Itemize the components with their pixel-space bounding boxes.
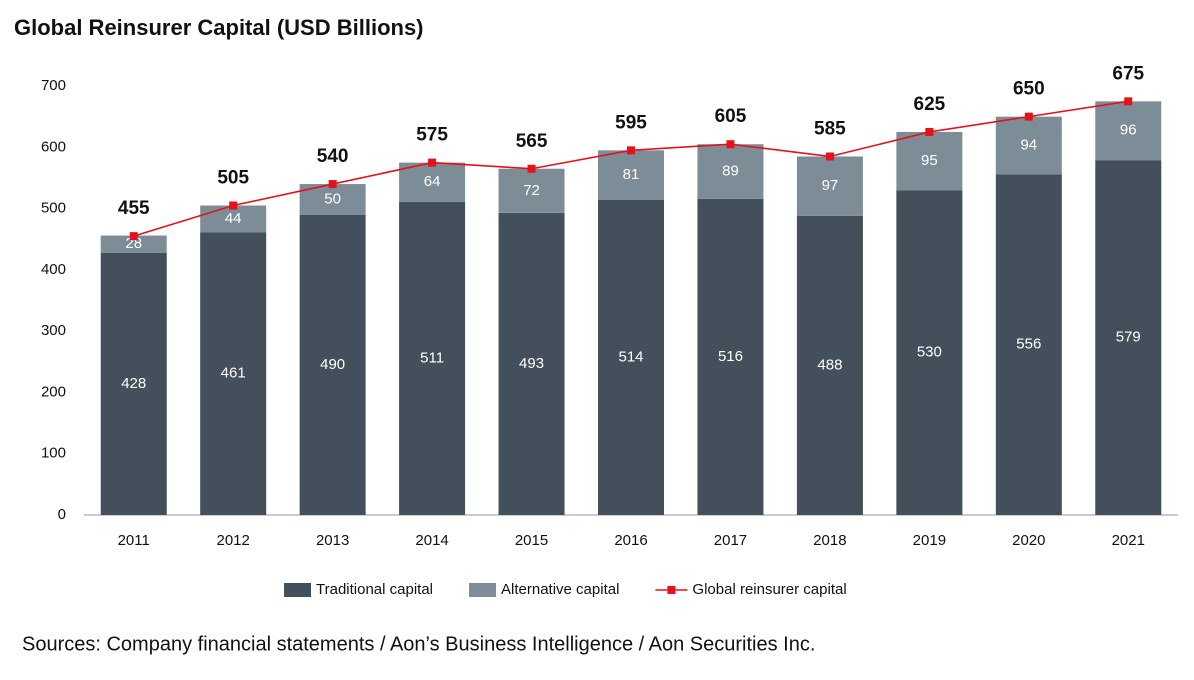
data-label: 95 (921, 152, 938, 169)
y-tick-label: 200 (41, 383, 66, 400)
bar-segment (100, 235, 167, 253)
bar-segment (796, 215, 863, 515)
y-tick-label: 500 (41, 200, 66, 217)
data-label: 64 (424, 173, 441, 190)
bar-segment (697, 144, 764, 199)
data-label: 97 (822, 177, 839, 194)
bar-segment (498, 212, 565, 515)
x-tick-label: 2013 (316, 532, 349, 549)
total-label: 605 (715, 106, 747, 127)
data-label: 556 (1016, 336, 1041, 353)
data-label: 490 (320, 356, 345, 373)
legend-marker (667, 586, 676, 594)
x-tick-label: 2011 (118, 532, 150, 549)
data-label: 511 (420, 349, 444, 366)
line-marker (726, 140, 735, 149)
source-note: Sources: Company financial statements / … (22, 633, 815, 655)
bar-segment (896, 131, 963, 191)
data-label: 579 (1116, 329, 1141, 346)
chart-title: Global Reinsurer Capital (USD Billions) (14, 15, 424, 40)
bar-segment (796, 156, 863, 216)
data-label: 493 (519, 355, 544, 372)
x-tick-label: 2020 (1012, 532, 1045, 549)
y-tick-label: 600 (41, 138, 66, 155)
x-tick-label: 2018 (813, 532, 846, 549)
data-label: 488 (817, 356, 842, 373)
y-tick-label: 100 (41, 445, 66, 462)
y-tick-label: 400 (41, 261, 66, 278)
line-marker (1124, 97, 1133, 106)
bar-segment (1095, 160, 1162, 516)
total-label: 505 (217, 168, 249, 189)
data-label: 94 (1020, 136, 1037, 153)
bar-segment (896, 190, 963, 515)
total-label: 675 (1112, 63, 1144, 84)
data-label: 44 (225, 210, 242, 227)
data-label: 516 (718, 348, 743, 365)
legend-swatch (284, 583, 311, 597)
total-label: 625 (914, 94, 946, 115)
bar-segment (995, 174, 1062, 515)
bar-segment (995, 116, 1062, 175)
x-tick-label: 2014 (415, 532, 448, 549)
data-label: 81 (623, 166, 640, 183)
x-tick-label: 2015 (515, 532, 548, 549)
line-marker (627, 146, 635, 155)
total-label: 455 (118, 198, 150, 219)
line-marker (825, 152, 834, 161)
legend-label: Alternative capital (501, 581, 619, 598)
data-label: 50 (324, 190, 341, 207)
data-label: 89 (722, 162, 739, 179)
data-label: 461 (221, 365, 246, 382)
data-label: 530 (917, 344, 942, 361)
line-marker (328, 180, 337, 189)
total-label: 595 (615, 112, 647, 133)
line-marker (925, 127, 934, 136)
x-tick-label: 2012 (216, 532, 249, 549)
data-label: 96 (1120, 122, 1137, 139)
total-label: 565 (516, 131, 548, 152)
x-tick-label: 2019 (913, 532, 946, 549)
line-marker (129, 232, 138, 241)
y-tick-label: 0 (58, 506, 66, 523)
total-label: 650 (1013, 79, 1045, 100)
bar-segment (697, 198, 764, 515)
data-label: 28 (125, 235, 142, 252)
bar-segment (1095, 101, 1162, 161)
x-tick-label: 2016 (614, 532, 647, 549)
line-marker (229, 201, 238, 210)
legend-label: Global reinsurer capital (692, 581, 846, 598)
x-tick-label: 2021 (1112, 532, 1145, 549)
y-tick-label: 300 (41, 322, 66, 339)
bar-segment (598, 150, 664, 200)
data-label: 428 (121, 375, 146, 392)
x-tick-label: 2017 (714, 532, 747, 549)
data-label: 514 (618, 348, 643, 365)
bar-segment (200, 205, 267, 233)
bar-segment (299, 214, 366, 515)
bar-segment (498, 168, 565, 213)
bar-segment (399, 201, 466, 515)
legend-swatch (469, 583, 497, 597)
line-marker (428, 158, 437, 167)
line-marker (1024, 112, 1033, 121)
bar-segment (200, 232, 267, 516)
total-label: 585 (814, 118, 846, 139)
legend-label: Traditional capital (316, 581, 433, 598)
data-label: 72 (523, 182, 540, 199)
bar-segment (100, 252, 167, 515)
total-label: 540 (317, 146, 349, 167)
total-label: 575 (416, 125, 448, 146)
bar-segment (598, 199, 664, 515)
bar-segment (399, 162, 466, 202)
y-tick-label: 700 (41, 77, 66, 94)
line-marker (527, 164, 536, 173)
